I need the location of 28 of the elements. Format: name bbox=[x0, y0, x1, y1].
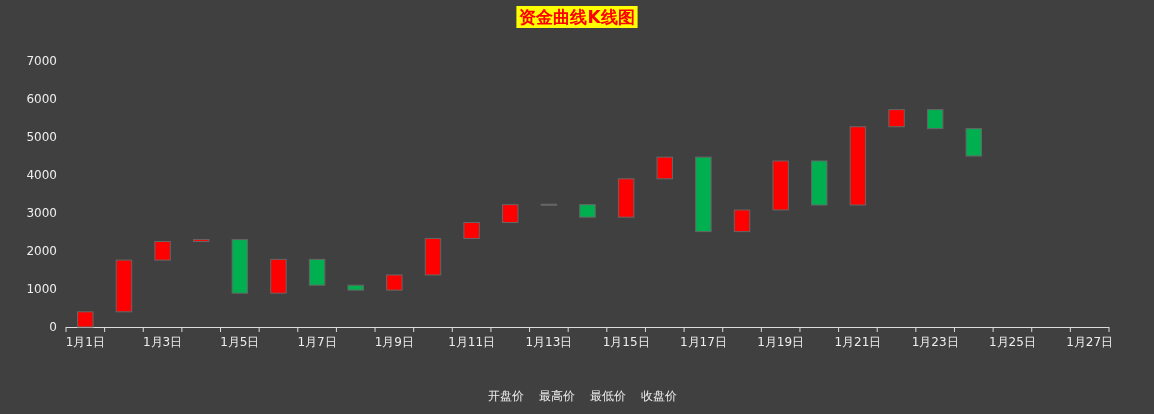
candlestick bbox=[926, 109, 944, 130]
x-tick-label: 1月17日 bbox=[679, 335, 727, 349]
y-tick-label: 7000 bbox=[26, 54, 57, 68]
x-tick-label: 1月13日 bbox=[525, 335, 573, 349]
x-tick-label: 1月1日 bbox=[65, 335, 105, 349]
x-tick-label: 1月5日 bbox=[220, 335, 260, 349]
x-tick-label: 1月15日 bbox=[602, 335, 650, 349]
candlestick bbox=[154, 241, 171, 261]
x-tick-label: 1月21日 bbox=[834, 335, 882, 349]
x-tick-label: 1月9日 bbox=[374, 335, 414, 349]
y-tick-label: 5000 bbox=[26, 130, 57, 144]
x-tick-label: 1月19日 bbox=[757, 335, 805, 349]
x-tick-label: 1月11日 bbox=[448, 335, 496, 349]
candlestick bbox=[733, 209, 751, 233]
x-tick-label: 1月23日 bbox=[911, 335, 959, 349]
x-tick-label: 1月3日 bbox=[142, 335, 183, 349]
y-tick-label: 4000 bbox=[26, 168, 57, 182]
x-tick-label: 1月27日 bbox=[1066, 335, 1114, 349]
x-tick-label: 1月7日 bbox=[297, 335, 337, 349]
y-tick-label: 2000 bbox=[26, 244, 57, 258]
title: 资金曲线K线图 bbox=[516, 6, 638, 28]
y-tick-label: 6000 bbox=[26, 92, 57, 106]
x-tick-label: 1月25日 bbox=[988, 335, 1036, 349]
candlestick bbox=[656, 156, 673, 180]
y-tick-label: 3000 bbox=[26, 206, 57, 220]
y-tick-label: 0 bbox=[49, 320, 57, 334]
y-tick-label: 1000 bbox=[26, 282, 57, 296]
legend-texts: 开盘价 最高价 最低价 收盘价 bbox=[487, 389, 677, 403]
